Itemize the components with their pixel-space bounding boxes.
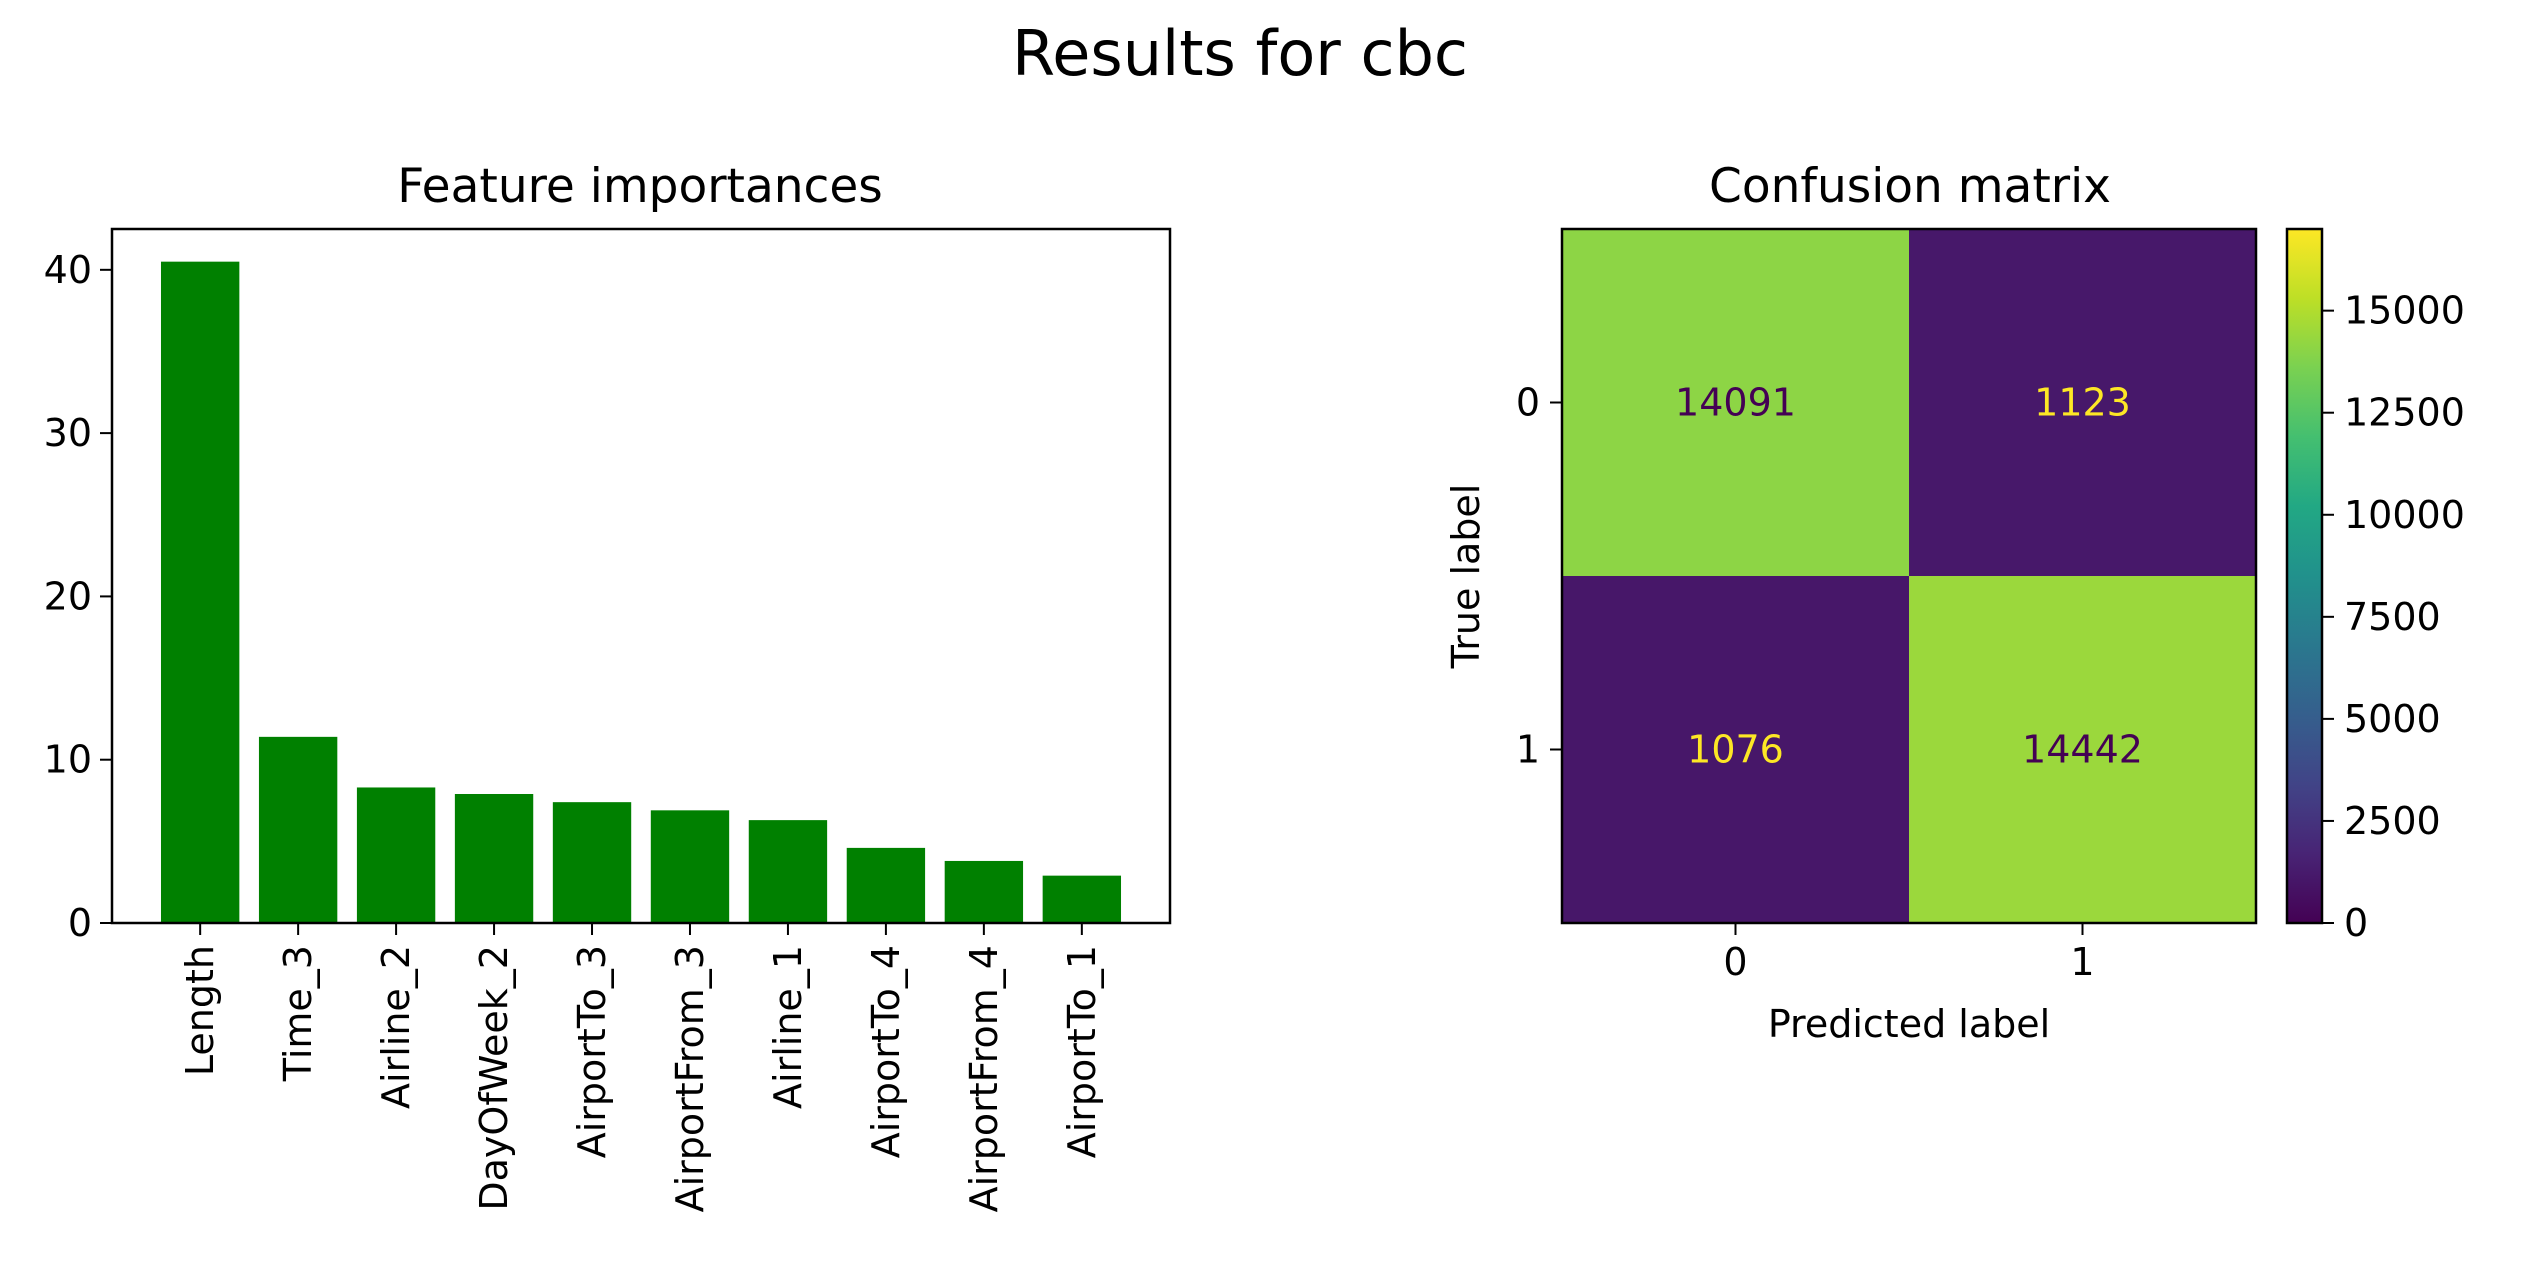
- colorbar-gradient: [2287, 229, 2322, 923]
- cm-cell: [1909, 576, 2256, 923]
- cm-title: Confusion matrix: [1709, 159, 2111, 214]
- bar-y-ticks: 0 10 20 30 40: [44, 248, 112, 945]
- bar-ytick-label: 20: [44, 574, 92, 618]
- bar: [650, 810, 730, 923]
- bar-axes-frame: [110, 227, 1172, 925]
- colorbar-tick-label: 7500: [2344, 595, 2441, 639]
- bar-series: [160, 261, 1122, 923]
- colorbar-tick-label: 5000: [2344, 697, 2441, 741]
- colorbar-tick-label: 0: [2344, 901, 2368, 945]
- bar-xtick-label: Airline_1: [766, 945, 810, 1109]
- colorbar: 0 2500 5000 7500 10000 12500 15000: [2285, 227, 2465, 945]
- bar-xtick-label: Length: [178, 945, 222, 1076]
- cm-cell-value: 14091: [1675, 381, 1796, 425]
- bar-xtick-label: Airline_2: [374, 945, 418, 1109]
- bar-xtick-label: AirportTo_4: [864, 945, 908, 1158]
- colorbar-ticks: 0 2500 5000 7500 10000 12500 15000: [2322, 289, 2465, 945]
- bar-xtick-label: AirportTo_3: [570, 945, 614, 1158]
- cm-cell: [1562, 576, 1909, 923]
- bar: [748, 820, 828, 923]
- bar-ytick-label: 0: [68, 901, 92, 945]
- colorbar-frame: [2285, 227, 2324, 925]
- bar: [160, 261, 240, 923]
- bar-chart-title: Feature importances: [397, 159, 883, 214]
- bar-xtick-label: Time_3: [276, 945, 320, 1082]
- colorbar-tick-label: 2500: [2344, 799, 2441, 843]
- feature-importances-chart: Feature importances 0 10 20 30 40 Length Time…: [44, 159, 1172, 1212]
- bar: [552, 802, 632, 923]
- cm-axes-frame: [1560, 227, 2258, 925]
- cm-ticks: 0 1 0 1: [1516, 381, 2095, 985]
- cm-xtick-label: 1: [2070, 940, 2094, 984]
- bar-xtick-label: AirportFrom_3: [668, 945, 712, 1212]
- cm-ytick-label: 0: [1516, 381, 1540, 425]
- cm-ytick-label: 1: [1516, 728, 1540, 772]
- bar: [454, 793, 534, 923]
- bar: [356, 787, 436, 923]
- bar-ytick-label: 40: [44, 248, 92, 292]
- bar: [1042, 875, 1122, 923]
- bar-ytick-label: 10: [44, 738, 92, 782]
- cm-xlabel: Predicted label: [1768, 1002, 2050, 1046]
- bar: [846, 847, 926, 923]
- figure-suptitle: Results for cbc: [1012, 17, 1468, 90]
- cm-cell-value: 14442: [2022, 728, 2143, 772]
- colorbar-tick-label: 10000: [2344, 493, 2465, 537]
- bar-xtick-label: AirportFrom_4: [962, 945, 1006, 1212]
- cm-cell: [1909, 229, 2256, 576]
- bar-xtick-label: AirportTo_1: [1060, 945, 1104, 1158]
- bar-x-ticks: Length Time_3 Airline_2 DayOfWeek_2 AirportT…: [178, 923, 1104, 1212]
- colorbar-tick-label: 15000: [2344, 289, 2465, 333]
- cm-cell: [1562, 229, 1909, 576]
- bar-ytick-label: 30: [44, 411, 92, 455]
- bar: [944, 860, 1024, 923]
- cm-xtick-label: 0: [1723, 940, 1747, 984]
- bar-xtick-label: DayOfWeek_2: [472, 945, 516, 1211]
- bar: [258, 736, 338, 923]
- cm-cell-value: 1076: [1687, 728, 1784, 772]
- colorbar-tick-label: 12500: [2344, 391, 2465, 435]
- cm-cell-value: 1123: [2034, 381, 2131, 425]
- cm-ylabel: True label: [1444, 484, 1488, 670]
- cm-cells: 14091 1123 1076 14442: [1562, 229, 2256, 923]
